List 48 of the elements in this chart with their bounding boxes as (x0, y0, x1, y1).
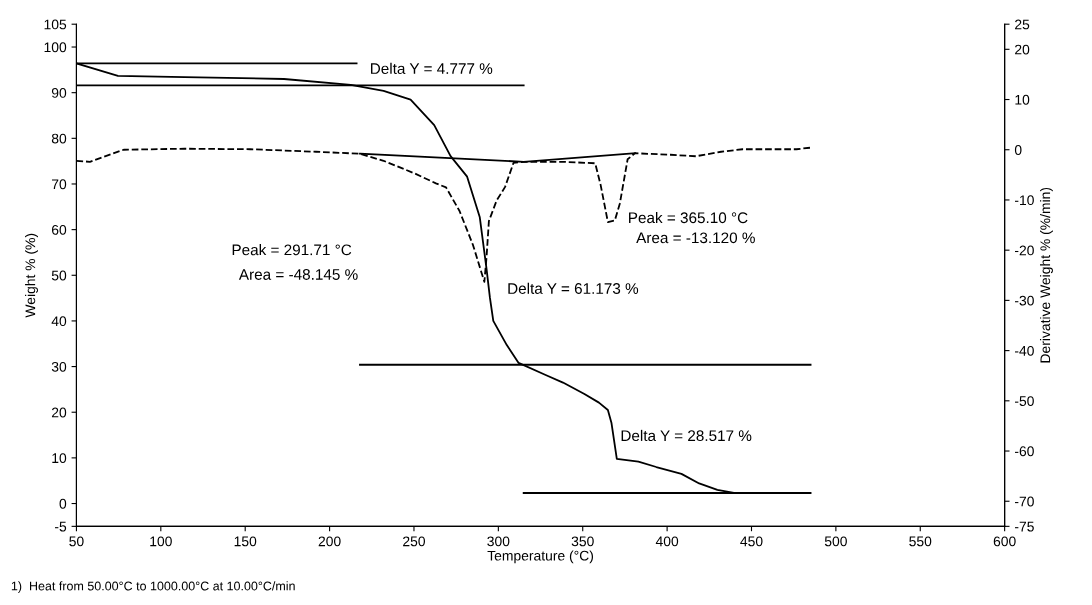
y2-tick-label: -30 (1014, 295, 1034, 306)
y2-axis-title: Derivative Weight % (%/min) (1039, 187, 1053, 363)
y2-tick-label: -70 (1014, 496, 1034, 507)
annotation: Delta Y = 61.173 % (508, 282, 639, 294)
y-tick-label: 50 (51, 270, 67, 281)
y-tick-label: 105 (44, 19, 67, 30)
x-tick-label: 600 (993, 536, 1016, 547)
y-tick-label: 90 (51, 88, 67, 98)
annotation: Delta Y = 4.777 % (371, 62, 493, 74)
annotation: Peak = 291.71 °C (232, 244, 352, 256)
y2-tick-label: -20 (1014, 245, 1034, 256)
x-tick-label: 450 (740, 536, 763, 547)
y-tick-label: -5 (54, 521, 67, 532)
x-tick-label: 200 (318, 536, 341, 547)
y2-tick-label: -10 (1014, 195, 1034, 206)
annotation: Area = -13.120 % (636, 232, 755, 244)
text: 1) Heat from 50.00°C to 1000.00°C at 10.00°C/min (11, 581, 295, 593)
y2-tick-label: -75 (1014, 521, 1034, 532)
x-tick-label: 350 (571, 536, 594, 547)
annotation: Area = -48.145 % (238, 269, 358, 280)
x-axis-title: Temperature (°C) (487, 550, 594, 564)
x-tick-label: 250 (403, 536, 426, 547)
y-axis-title: Weight % (%) (25, 233, 38, 318)
x-tick-label: 150 (234, 536, 257, 547)
y2-tick-label: -40 (1014, 345, 1034, 356)
annotation: Peak = 365.10 °C (629, 211, 748, 224)
x-tick-label: 550 (909, 536, 932, 547)
y-tick-label: 60 (51, 224, 67, 235)
y2-tick-label: -60 (1014, 446, 1034, 457)
x-tick-label: 300 (487, 536, 510, 547)
y2-tick-label: 25 (1015, 19, 1030, 30)
y-tick-label: 80 (51, 133, 67, 144)
y2-tick-label: -50 (1014, 396, 1034, 406)
x-tick-label: 500 (824, 536, 847, 547)
y-tick-label: 0 (59, 498, 67, 509)
x-tick-label: 100 (150, 536, 172, 547)
y-tick-label: 30 (51, 361, 67, 372)
x-tick-label: 50 (69, 536, 84, 547)
x-tick-label: 400 (655, 536, 679, 547)
annotation: Delta Y = 28.517 % (621, 429, 752, 442)
y-tick-label: 70 (51, 179, 67, 190)
y-tick-label: 40 (51, 316, 67, 327)
y2-tick-label: 0 (1014, 145, 1022, 155)
y-tick-label: 20 (51, 407, 67, 418)
y2-tick-label: 10 (1015, 94, 1030, 105)
y2-tick-label: 20 (1015, 44, 1030, 55)
y-tick-label: 100 (44, 42, 67, 53)
y-tick-label: 10 (52, 453, 67, 464)
